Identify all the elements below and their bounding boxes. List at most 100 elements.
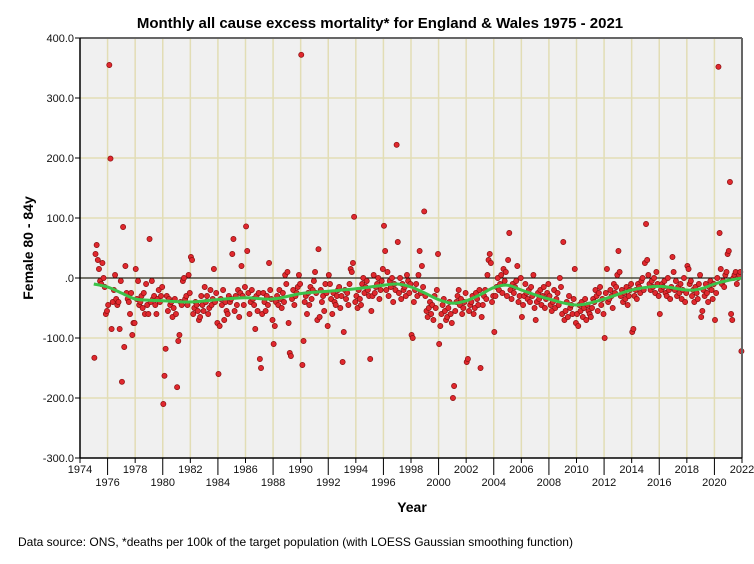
data-point bbox=[486, 251, 493, 257]
x-tick-label: 2002 bbox=[454, 464, 478, 476]
x-tick-label: 1986 bbox=[233, 464, 257, 476]
data-point bbox=[595, 290, 602, 296]
data-point bbox=[575, 323, 582, 329]
data-point bbox=[672, 278, 679, 284]
data-point bbox=[714, 275, 721, 281]
data-point bbox=[216, 323, 223, 329]
data-point bbox=[185, 272, 192, 278]
data-point bbox=[327, 281, 333, 287]
data-point bbox=[299, 362, 306, 368]
data-point bbox=[158, 293, 164, 299]
data-point bbox=[566, 293, 572, 299]
data-point bbox=[452, 308, 459, 314]
data-point bbox=[146, 236, 153, 242]
data-point bbox=[122, 263, 129, 269]
data-point bbox=[607, 287, 614, 293]
x-tick-label: 2014 bbox=[619, 464, 643, 476]
data-point bbox=[93, 242, 100, 248]
data-point bbox=[118, 378, 125, 385]
data-point bbox=[164, 308, 171, 314]
data-point bbox=[729, 317, 736, 323]
data-point bbox=[175, 338, 182, 344]
data-point bbox=[229, 251, 236, 257]
x-tick-label: 1982 bbox=[178, 464, 202, 476]
data-point bbox=[104, 308, 110, 314]
data-point bbox=[681, 275, 687, 281]
data-point bbox=[656, 311, 663, 317]
data-point bbox=[308, 296, 315, 302]
data-point bbox=[630, 326, 637, 332]
data-point bbox=[484, 272, 491, 278]
data-point bbox=[464, 356, 471, 362]
x-tick-label: 2020 bbox=[702, 477, 726, 489]
x-tick-label: 1974 bbox=[68, 464, 92, 476]
data-point bbox=[301, 299, 308, 305]
data-point bbox=[91, 354, 98, 361]
x-axis-label: Year bbox=[397, 499, 427, 515]
data-point bbox=[384, 269, 391, 275]
data-point bbox=[615, 248, 622, 254]
data-point bbox=[181, 275, 187, 281]
data-point bbox=[285, 320, 292, 326]
x-tick-label: 1992 bbox=[316, 477, 340, 489]
data-point bbox=[505, 257, 512, 263]
data-point bbox=[531, 305, 538, 311]
data-point bbox=[145, 311, 152, 317]
data-point bbox=[148, 278, 155, 284]
data-point bbox=[527, 299, 533, 305]
data-point bbox=[624, 302, 631, 308]
data-point bbox=[236, 314, 243, 320]
data-point bbox=[348, 269, 355, 275]
data-point bbox=[243, 223, 250, 230]
x-tick-label: 2022 bbox=[730, 464, 754, 476]
data-point bbox=[161, 372, 168, 379]
grid-lines bbox=[80, 38, 742, 458]
data-point bbox=[418, 263, 425, 269]
y-tick-label: 100.0 bbox=[46, 213, 74, 225]
data-point bbox=[189, 257, 196, 263]
data-point bbox=[125, 299, 132, 305]
data-point bbox=[346, 281, 353, 287]
data-point bbox=[613, 284, 620, 290]
x-tick-label: 1976 bbox=[95, 477, 119, 489]
data-point bbox=[99, 260, 106, 266]
data-point bbox=[479, 302, 486, 308]
data-point bbox=[315, 246, 322, 253]
x-tick-label: 1998 bbox=[399, 464, 423, 476]
data-point bbox=[604, 266, 610, 272]
data-point bbox=[256, 356, 263, 362]
x-tick-label: 1996 bbox=[371, 477, 395, 489]
data-point bbox=[287, 353, 294, 359]
data-point bbox=[677, 281, 684, 287]
data-point bbox=[664, 275, 671, 281]
data-point bbox=[385, 293, 392, 299]
data-point bbox=[643, 221, 649, 227]
data-point bbox=[143, 281, 150, 287]
data-point bbox=[367, 356, 374, 362]
data-point bbox=[628, 281, 635, 287]
data-point bbox=[409, 335, 416, 341]
data-point bbox=[582, 296, 589, 302]
data-point bbox=[230, 236, 237, 242]
data-point bbox=[318, 299, 325, 305]
data-point bbox=[197, 314, 204, 320]
data-point bbox=[378, 278, 385, 284]
data-point bbox=[351, 213, 358, 220]
data-point bbox=[616, 269, 623, 275]
data-point bbox=[697, 272, 704, 278]
data-point bbox=[705, 299, 712, 305]
data-point bbox=[241, 284, 248, 290]
x-tick-label: 1990 bbox=[288, 464, 312, 476]
data-point bbox=[451, 383, 458, 389]
data-point bbox=[105, 302, 112, 308]
data-point bbox=[389, 275, 395, 281]
y-axis-ticks: 400.0 300.0 200.0 100.0 .0 -100.0 -200.0 -300.0 bbox=[43, 33, 80, 465]
data-point bbox=[520, 302, 527, 308]
data-point bbox=[116, 326, 123, 332]
data-point bbox=[513, 278, 520, 284]
data-point bbox=[129, 332, 136, 338]
data-point bbox=[100, 275, 107, 281]
data-point bbox=[312, 269, 318, 275]
data-point bbox=[564, 314, 571, 320]
